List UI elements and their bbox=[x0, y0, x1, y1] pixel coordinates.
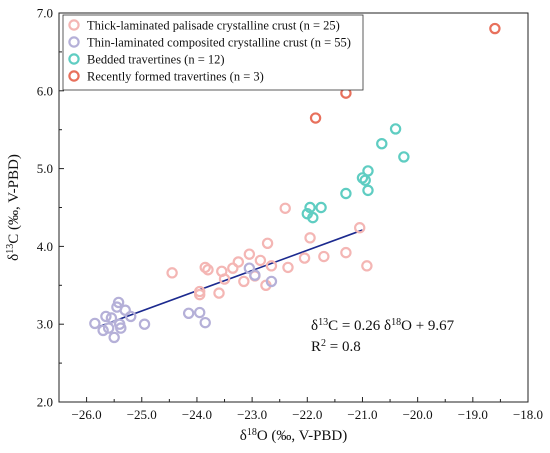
data-point-series-1 bbox=[202, 264, 214, 276]
data-point-series-3 bbox=[362, 184, 374, 197]
data-point-series-1 bbox=[265, 260, 278, 272]
x-tick-label: −23.0 bbox=[237, 407, 267, 422]
x-tick-label: −21.0 bbox=[347, 407, 377, 422]
x-tick-label: −18.0 bbox=[513, 407, 543, 422]
data-point-series-2 bbox=[182, 307, 195, 320]
data-point-series-3 bbox=[315, 201, 327, 214]
x-tick-label: −20.0 bbox=[403, 407, 433, 422]
data-point-series-1 bbox=[199, 261, 211, 274]
x-tick-label: −25.0 bbox=[127, 407, 157, 422]
data-point-series-1 bbox=[298, 252, 311, 264]
data-point-series-1 bbox=[261, 237, 274, 249]
data-point-series-1 bbox=[318, 250, 330, 263]
data-point-series-2 bbox=[125, 310, 137, 323]
data-point-series-1 bbox=[166, 267, 178, 279]
data-point-series-4 bbox=[309, 112, 322, 124]
data-point-series-3 bbox=[362, 165, 374, 177]
data-point-series-2 bbox=[199, 316, 211, 329]
data-point-series-2 bbox=[112, 296, 125, 309]
axis-ticks: −26.0 −25.0 −24.0 −23.0 −22.0 −21.0 −20.0 −19.0… bbox=[37, 6, 543, 423]
data-point-series-1 bbox=[279, 202, 291, 214]
data-point-series-2 bbox=[243, 262, 256, 274]
data-point-series-1 bbox=[361, 260, 373, 272]
data-point-series-1 bbox=[232, 256, 245, 268]
legend-label: Thick-laminated palisade crystalline cru… bbox=[87, 19, 340, 33]
y-tick-label: 2.0 bbox=[37, 395, 53, 410]
x-tick-label: −24.0 bbox=[182, 407, 212, 422]
legend: Thick-laminated palisade crystalline cru… bbox=[62, 14, 364, 91]
data-point-series-2 bbox=[102, 322, 115, 334]
data-point-series-1 bbox=[193, 288, 206, 301]
data-point-series-2 bbox=[265, 275, 278, 288]
x-axis-title: δ18O (‰, V-PBD) bbox=[240, 427, 348, 445]
data-points bbox=[89, 22, 501, 344]
regression-equation: δ13C = 0.26 δ18O + 9.67 R2 = 0.8 bbox=[311, 317, 455, 356]
legend-box bbox=[62, 14, 364, 91]
data-point-series-1 bbox=[238, 275, 250, 288]
legend-marker bbox=[68, 53, 80, 65]
data-point-series-1 bbox=[213, 287, 225, 299]
x-tick-label: −22.0 bbox=[292, 407, 322, 422]
data-point-series-1 bbox=[227, 262, 239, 274]
y-axis-title-text: δ13C (‰, V-PBD) bbox=[5, 154, 23, 261]
data-point-series-1 bbox=[340, 246, 352, 259]
data-point-series-2 bbox=[249, 269, 261, 281]
equation-text: δ13C = 0.26 δ18O + 9.67 bbox=[311, 317, 455, 335]
plot-area: −26.0 −25.0 −24.0 −23.0 −22.0 −21.0 −20.0 −19.0… bbox=[37, 6, 543, 423]
y-tick-label: 6.0 bbox=[37, 83, 53, 98]
data-point-series-1 bbox=[254, 254, 267, 267]
x-tick-label: −26.0 bbox=[72, 407, 102, 422]
data-point-series-1 bbox=[304, 232, 316, 244]
data-point-series-3 bbox=[389, 123, 402, 135]
data-point-series-1 bbox=[243, 248, 256, 260]
legend-marker bbox=[68, 19, 80, 31]
data-point-series-2 bbox=[105, 312, 118, 324]
data-point-series-2 bbox=[193, 306, 206, 319]
y-tick-label: 7.0 bbox=[37, 6, 53, 21]
legend-label: Recently formed travertines (n = 3) bbox=[87, 70, 264, 84]
data-point-series-3 bbox=[376, 138, 388, 150]
data-point-series-2 bbox=[89, 317, 101, 330]
legend-marker bbox=[68, 70, 80, 82]
legend-label: Bedded travertines (n = 12) bbox=[87, 53, 225, 67]
y-tick-label: 5.0 bbox=[37, 161, 53, 176]
data-point-series-2 bbox=[138, 318, 151, 330]
data-point-series-4 bbox=[489, 22, 501, 35]
data-point-series-3 bbox=[304, 201, 316, 214]
y-tick-label: 3.0 bbox=[37, 317, 53, 332]
data-point-series-1 bbox=[282, 261, 294, 274]
legend-marker bbox=[68, 36, 80, 48]
r-squared-text: R2 = 0.8 bbox=[311, 338, 361, 356]
x-tick-label: −19.0 bbox=[458, 407, 488, 422]
y-tick-label: 4.0 bbox=[37, 239, 53, 254]
data-point-series-3 bbox=[398, 151, 410, 163]
data-point-series-2 bbox=[100, 310, 112, 323]
data-point-series-2 bbox=[108, 331, 120, 344]
data-point-series-1 bbox=[218, 273, 231, 285]
data-point-series-1 bbox=[354, 222, 366, 234]
x-axis-title-text: δ18O (‰, V-PBD) bbox=[240, 427, 348, 445]
legend-label: Thin-laminated composited crystalline cr… bbox=[87, 36, 351, 50]
data-point-series-2 bbox=[115, 322, 127, 334]
data-point-series-3 bbox=[307, 211, 319, 224]
data-point-series-2 bbox=[119, 304, 131, 316]
data-point-series-3 bbox=[340, 187, 352, 200]
data-point-series-3 bbox=[356, 172, 369, 184]
data-point-series-2 bbox=[97, 324, 109, 337]
y-axis-title: δ13C (‰, V-PBD) bbox=[5, 154, 23, 261]
